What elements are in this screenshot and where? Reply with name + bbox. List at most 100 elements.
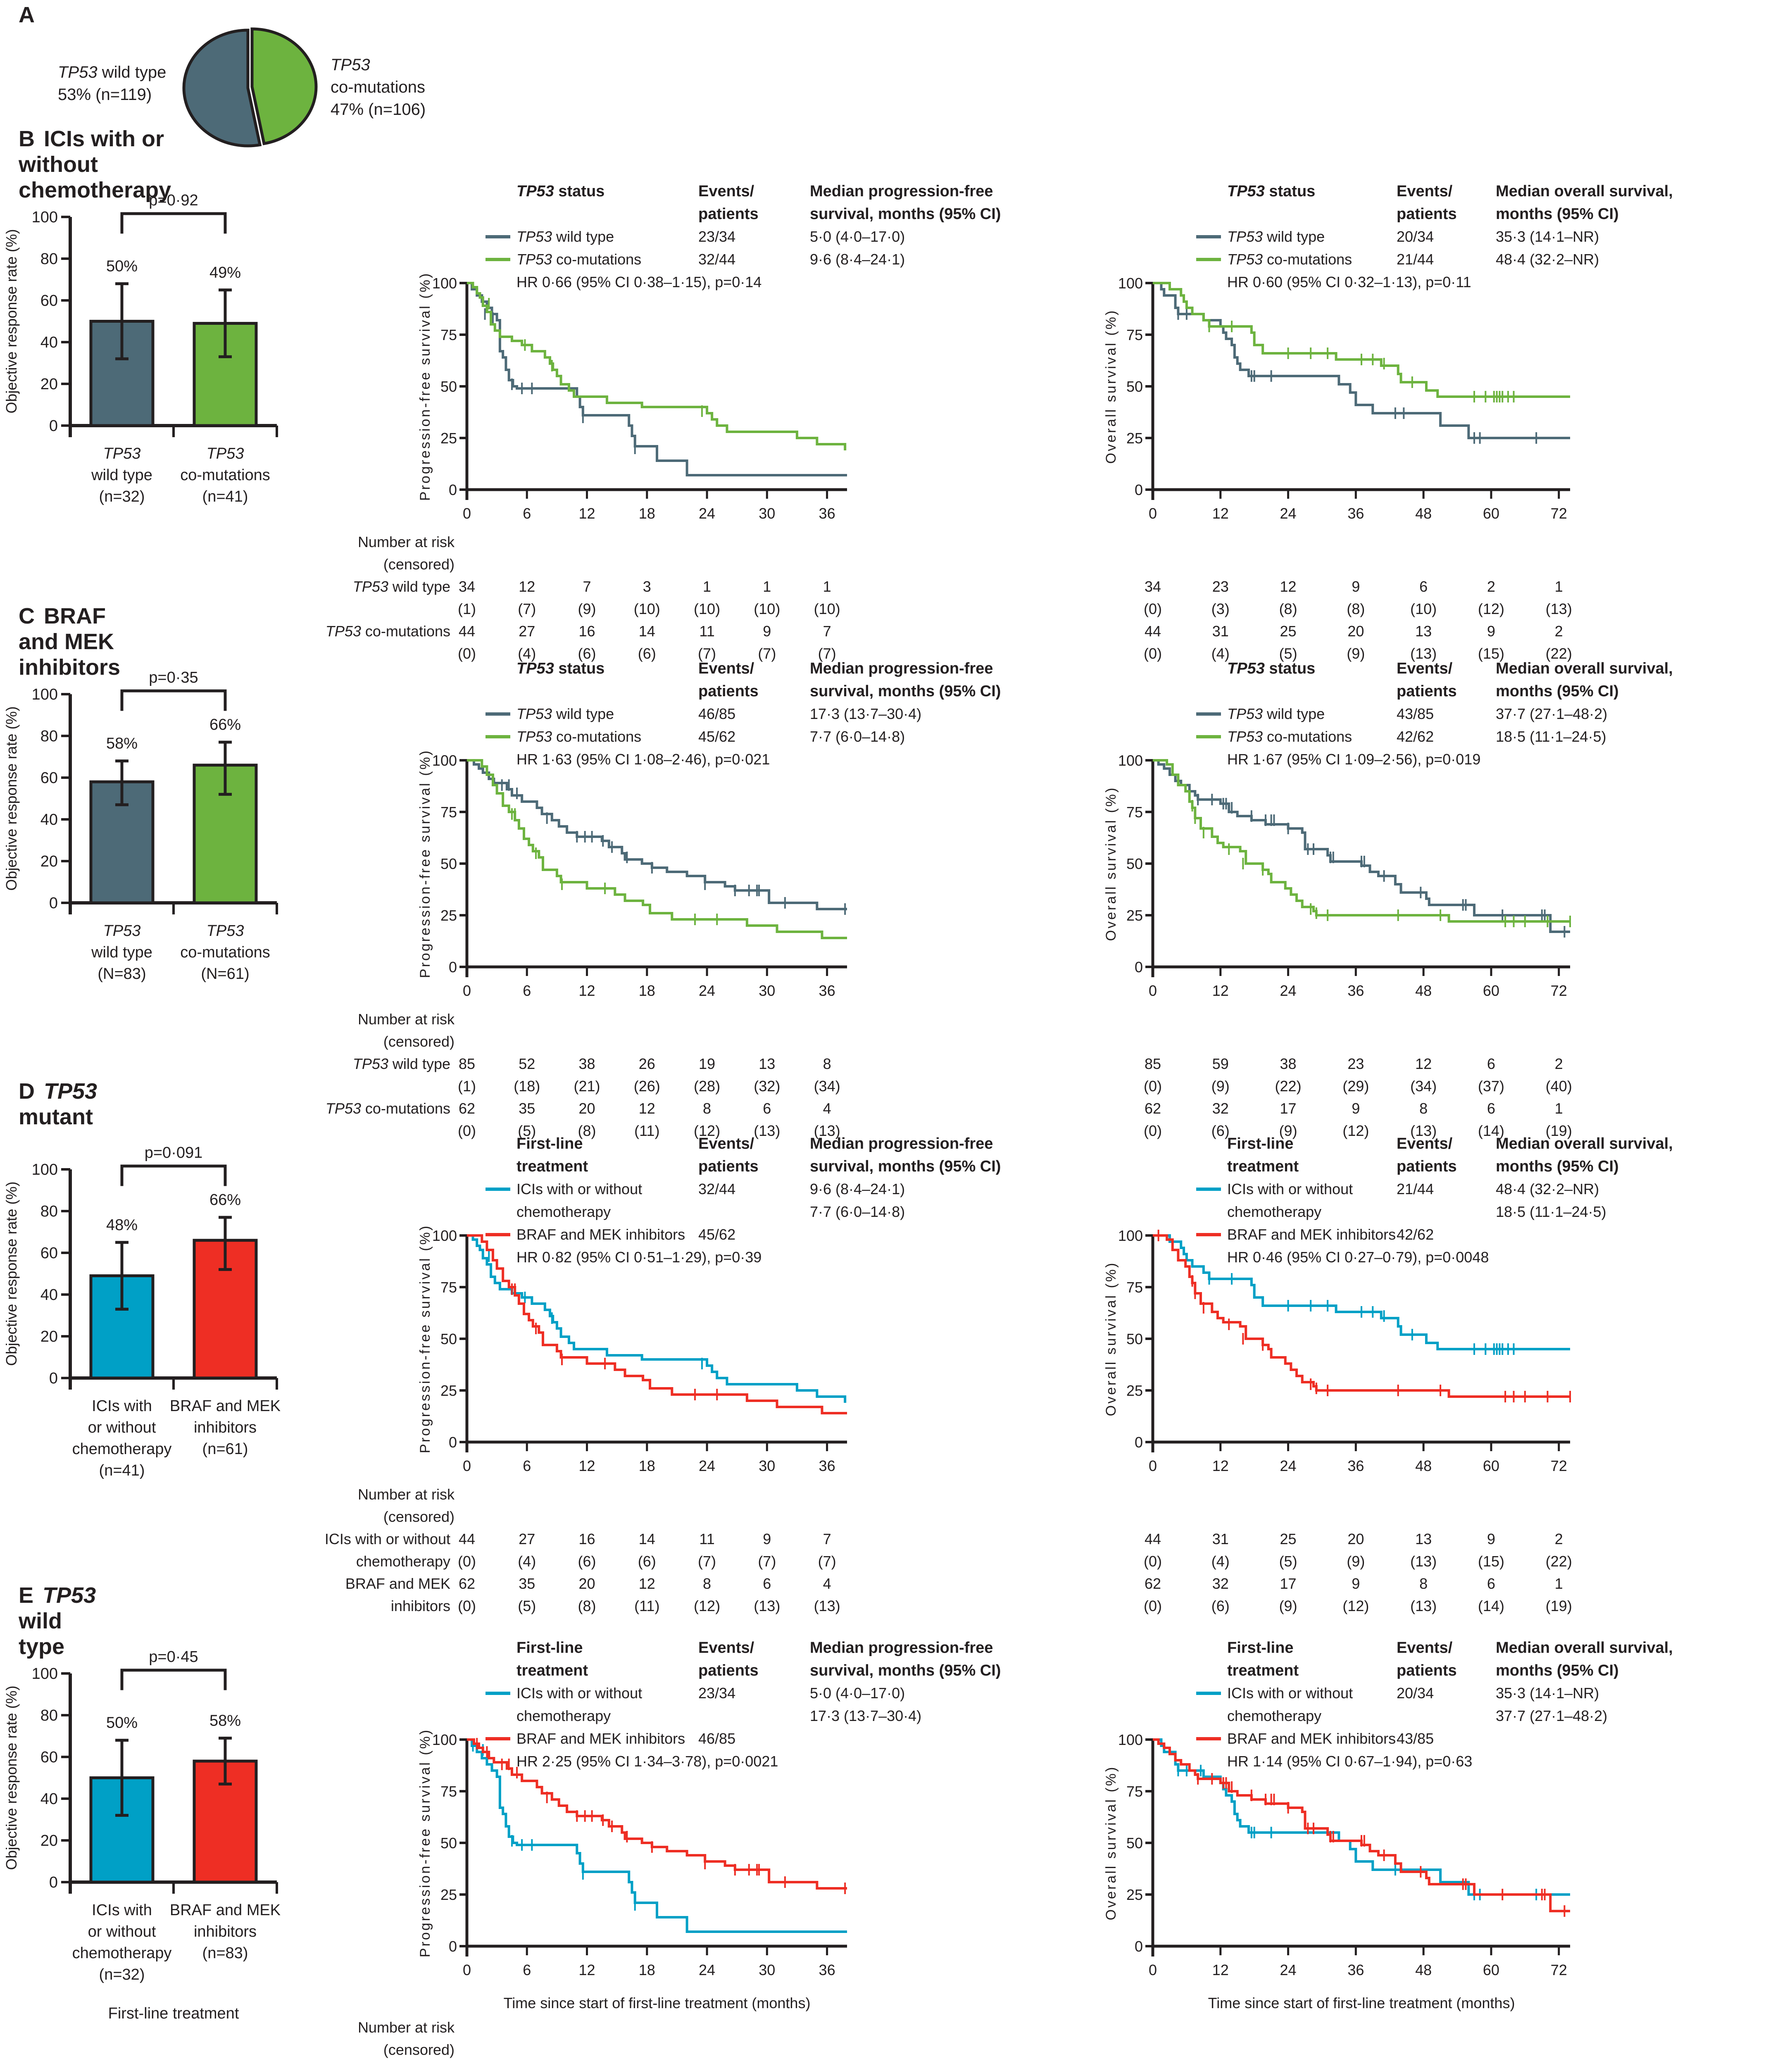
hazard-ratio-text: HR 1·14 (95% CI 0·67–1·94), p=0·63	[1227, 1753, 1472, 1770]
panel-title: E TP53 wild type	[19, 1583, 96, 1659]
legend-group-name: ICIs with or without	[516, 1181, 642, 1197]
censored-count: (1)	[458, 600, 476, 617]
x-tick-label: 36	[819, 1457, 835, 1474]
legend-events: 32/44	[698, 1181, 735, 1197]
risk-count: 9	[1487, 1530, 1495, 1547]
legend-gene: TP53	[516, 705, 552, 722]
legend-header: Events/	[1397, 1136, 1453, 1152]
hazard-ratio-text: HR 1·67 (95% CI 1·09–2·56), p=0·019	[1227, 751, 1480, 768]
legend-header: survival, months (95% CI)	[810, 683, 1001, 700]
km-curve-group1	[1153, 759, 1570, 933]
p-value-label: p=0·92	[149, 192, 198, 209]
censored-count: (0)	[1144, 1597, 1162, 1614]
risk-count: 23	[1202, 2061, 1239, 2066]
panel-title: D TP53 mutant	[19, 1078, 97, 1130]
x-tick-label: 0	[463, 505, 471, 522]
legend-rest: wild type	[552, 705, 614, 722]
legend-median: 37·7 (27·1–48·2)	[1496, 1707, 1607, 1724]
risk-table-header-sub: (censored)	[383, 556, 455, 573]
legend-header: Events/	[698, 661, 754, 677]
risk-count: 34	[448, 2061, 485, 2066]
y-tick-label: 60	[40, 1749, 58, 1766]
censored-count: (13)	[814, 1597, 840, 1614]
significance-bracket	[120, 1164, 227, 1186]
y-tick-label: 40	[40, 334, 58, 351]
censored-count: (9)	[1347, 1553, 1365, 1570]
y-tick-label: 25	[440, 430, 457, 447]
censored-count: (4)	[1211, 1553, 1230, 1570]
censored-count: (29)	[1342, 1078, 1369, 1095]
pfs-km-chart: Progression-free survival (%) 0 25 50 75 100 0…	[417, 661, 1001, 999]
risk-count: 38	[1280, 1055, 1297, 1072]
km-curve-group1	[1153, 282, 1570, 439]
legend-header: treatment	[1227, 1662, 1299, 1679]
legend-group-name: BRAF and MEK inhibitors	[1227, 1730, 1396, 1747]
legend-median: 5·0 (4·0–17·0)	[810, 1685, 905, 1702]
legend-header-rest: status	[1265, 184, 1315, 200]
risk-row-label-cont: inhibitors	[390, 1597, 450, 1614]
panel-title-text: ICIs with or without chemotherapy	[19, 126, 171, 202]
legend-header: patients	[698, 1662, 759, 1679]
pfs-km-chart: Progression-free survival (%) 0 25 50 75 100 0…	[417, 1136, 1001, 1474]
censored-count: (28)	[694, 1078, 721, 1095]
km-curve-group2	[1153, 759, 1570, 923]
orr-bar-chart: Objective response rate (%) 0 20 40 60 80 100 p…	[3, 192, 278, 505]
x-tick-label: 18	[639, 505, 655, 522]
legend-gene: TP53	[516, 728, 552, 745]
censored-count: (14)	[1478, 1122, 1504, 1139]
x-tick-label: 36	[819, 1961, 835, 1978]
risk-count: 2	[1554, 1530, 1563, 1547]
km-curve-group2	[1153, 282, 1570, 398]
legend-header: treatment	[1227, 1158, 1299, 1175]
legend-group-name: BRAF and MEK inhibitors	[516, 1226, 685, 1243]
category-label: chemotherapy	[72, 1945, 172, 1962]
y-tick-label: 0	[1135, 1938, 1143, 1955]
legend-header: Median progression-free	[810, 184, 993, 200]
x-tick-label: 24	[1280, 1457, 1297, 1474]
legend-header: First-line	[516, 1640, 583, 1657]
category-label: TP53	[103, 922, 141, 940]
risk-count: 11	[699, 623, 715, 640]
y-tick-label: 20	[40, 1328, 58, 1345]
risk-count: 35	[519, 1575, 535, 1592]
legend-median: 48·4 (32·2–NR)	[1496, 251, 1599, 268]
legend-header: months (95% CI)	[1496, 1662, 1619, 1679]
risk-count: 23	[1347, 1055, 1364, 1072]
y-tick-label: 0	[449, 959, 457, 976]
legend-header: treatment	[516, 1158, 588, 1175]
censored-count: (8)	[1347, 600, 1365, 617]
legend-events: 43/85	[1397, 705, 1434, 722]
legend-header: patients	[698, 1158, 759, 1175]
risk-row-label: TP53 wild type	[240, 1053, 450, 1075]
significance-bracket	[120, 689, 227, 711]
risk-table-header: Number at risk	[357, 533, 455, 550]
x-tick-label: 30	[759, 1961, 775, 1978]
risk-count: 25	[1280, 623, 1297, 640]
censored-count: (0)	[1144, 1553, 1162, 1570]
pie-label-co-mutations: TP53 co-mutations 47% (n=106)	[331, 56, 426, 119]
y-axis-label: Overall survival (%)	[1103, 1766, 1119, 1921]
risk-count: 19	[699, 1055, 716, 1072]
legend-rest: co-mutations	[552, 251, 641, 268]
legend-group-name: TP53 wild type	[1227, 228, 1325, 245]
x-tick-label: 48	[1415, 1457, 1432, 1474]
x-tick-label: 30	[759, 982, 775, 999]
legend-group-name-cont: chemotherapy	[1227, 1203, 1321, 1220]
risk-count: 9	[763, 1530, 771, 1547]
y-tick-label: 100	[432, 1731, 457, 1748]
censored-count: (6)	[578, 1553, 596, 1570]
legend-median: 7·7 (6·0–14·8)	[810, 1203, 905, 1220]
risk-count: 62	[1144, 1575, 1161, 1592]
y-tick-label: 75	[1126, 326, 1143, 343]
risk-row-rest: co-mutations	[361, 1100, 450, 1117]
censored-count: (8)	[1279, 600, 1297, 617]
category-label: TP53	[207, 922, 244, 940]
risk-count: 1	[1554, 1100, 1563, 1117]
censored-count: (13)	[1410, 1553, 1437, 1570]
km-curve-group2	[467, 759, 847, 939]
panel-letter: E	[19, 1583, 34, 1608]
legend-header: Median progression-free	[810, 1640, 993, 1657]
risk-count: 1	[809, 2061, 846, 2066]
y-tick-label: 25	[1126, 1886, 1143, 1903]
pie-slice-wild-type	[182, 29, 262, 148]
